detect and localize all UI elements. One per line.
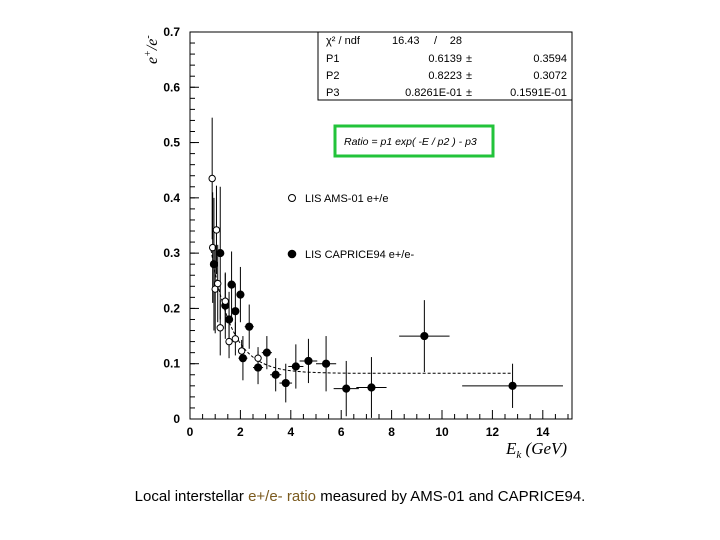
fit-row-p2-label: P2 xyxy=(326,70,339,82)
fit-row-p1-value: 0.6139 xyxy=(428,53,462,65)
ams01-point xyxy=(254,354,262,362)
fit-row-p3-sep: ± xyxy=(466,87,472,99)
fit-row-p3-err: 0.1591E-01 xyxy=(510,87,567,99)
legend-caprice94-label: LIS CAPRICE94 e+/e- xyxy=(305,249,414,261)
y-axis-title: e+/e- xyxy=(143,35,161,64)
legend-caprice94-marker xyxy=(287,249,297,259)
fit-formula-box xyxy=(333,124,495,158)
y-tick-label: 0.6 xyxy=(163,80,180,94)
y-tick-label: 0.1 xyxy=(163,357,180,371)
y-tick-label: 0.3 xyxy=(163,246,180,260)
fit-row-p3-label: P3 xyxy=(326,87,339,99)
ams01-point xyxy=(225,337,233,346)
fit-row-p1-label: P1 xyxy=(326,53,339,65)
caprice94-point xyxy=(238,354,248,363)
caption-before: Local interstellar xyxy=(134,488,249,505)
x-tick-label: 4 xyxy=(287,425,294,439)
ams01-point xyxy=(208,174,216,183)
y-tick-label: 0.4 xyxy=(163,191,180,205)
caption-after: measured by AMS-01 and CAPRICE94. xyxy=(316,488,586,505)
caprice94-point xyxy=(321,359,331,368)
fit-row-p2-err: 0.3072 xyxy=(533,70,567,82)
ams01-point xyxy=(214,279,222,288)
x-tick-label: 0 xyxy=(187,425,194,439)
legend-ams01-label: LIS AMS-01 e+/e xyxy=(305,193,388,205)
caprice94-point xyxy=(304,356,313,366)
caprice94-point xyxy=(291,362,300,371)
caprice94-point xyxy=(367,383,376,392)
y-tick-label: 0.2 xyxy=(163,301,180,315)
fit-row-p2-sep: ± xyxy=(466,70,472,82)
fit-formula-text: Ratio = p1 exp( -E / p2 ) - p3 xyxy=(344,136,477,148)
caprice94-point xyxy=(262,348,271,357)
fit-row-chi2-err: 28 xyxy=(450,35,462,47)
caprice94-point xyxy=(271,370,280,379)
fit-row-p3-value: 0.8261E-01 xyxy=(405,87,462,99)
y-tick-label: 0.7 xyxy=(163,25,180,39)
fit-stats-border xyxy=(317,31,573,101)
caprice94-point xyxy=(231,307,240,316)
ams01-series xyxy=(208,117,262,370)
caprice94-point xyxy=(227,280,236,289)
fit-formula: Ratio = p1 exp( -E / p2 ) - p3 xyxy=(333,124,495,158)
caprice94-point xyxy=(245,322,254,331)
ams01-point xyxy=(237,347,246,355)
x-tick-labels: 0 2 4 6 8 10 12 14 xyxy=(187,425,550,439)
x-tick-label: 10 xyxy=(435,425,449,439)
x-tick-label: 12 xyxy=(486,425,500,439)
caprice94-point xyxy=(281,378,290,388)
x-tick-label: 8 xyxy=(388,425,395,439)
ams01-point xyxy=(208,243,217,252)
fit-row-chi2-label: χ² / ndf xyxy=(326,35,361,47)
y-tick-labels: 0 0.1 0.2 0.3 0.4 0.5 0.6 0.7 xyxy=(163,25,180,426)
fit-curve xyxy=(209,244,513,374)
legend: LIS AMS-01 e+/e LIS CAPRICE94 e+/e- xyxy=(287,193,414,261)
x-tick-label: 2 xyxy=(237,425,244,439)
x-tick-label: 6 xyxy=(338,425,345,439)
ams01-point xyxy=(231,335,240,343)
ams01-point xyxy=(216,324,224,332)
fit-stats-box: χ² / ndf 16.43 / 28 P1 0.6139 ± 0.3594 P… xyxy=(317,31,573,101)
caption-highlight: e+/e- ratio xyxy=(248,488,317,505)
caprice94-point xyxy=(508,381,517,390)
fit-row-chi2-value: 16.43 xyxy=(392,35,420,47)
axis-ticks xyxy=(189,31,569,420)
legend-ams01-marker xyxy=(288,194,296,202)
fit-row-chi2-sep: / xyxy=(434,35,438,47)
ams01-point xyxy=(221,297,229,305)
caprice94-series xyxy=(209,186,563,418)
figure-caption: Local interstellar e+/e- ratio measured … xyxy=(0,488,720,505)
ams01-point xyxy=(212,226,221,234)
y-tick-label: 0 xyxy=(173,412,180,426)
x-axis-title: Ek (GeV) xyxy=(505,439,567,461)
caprice94-point xyxy=(236,290,245,299)
fit-row-p1-err: 0.3594 xyxy=(533,53,567,65)
caprice94-point xyxy=(342,384,351,393)
y-tick-label: 0.5 xyxy=(163,136,180,150)
fit-row-p1-sep: ± xyxy=(466,53,472,65)
fit-row-p2-value: 0.8223 xyxy=(428,70,462,82)
caprice94-point xyxy=(420,331,429,341)
x-tick-label: 14 xyxy=(536,425,550,439)
